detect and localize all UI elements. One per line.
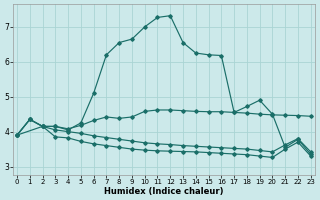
X-axis label: Humidex (Indice chaleur): Humidex (Indice chaleur) bbox=[104, 187, 224, 196]
